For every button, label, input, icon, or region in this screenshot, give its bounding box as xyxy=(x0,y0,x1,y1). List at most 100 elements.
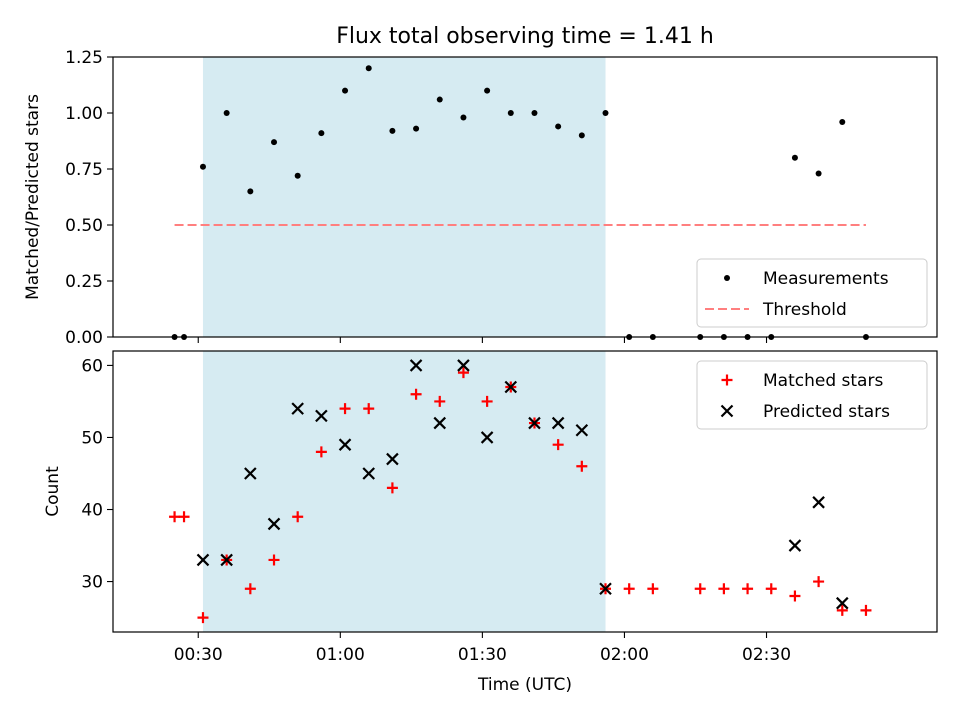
predicted-star-point xyxy=(220,553,233,567)
y-tick-label: 60 xyxy=(81,356,103,376)
matched-star-point xyxy=(765,583,777,595)
predicted-star-point xyxy=(836,596,849,610)
measurement-point xyxy=(223,110,230,116)
predicted-star-point xyxy=(338,438,352,451)
measurement-point xyxy=(578,132,585,139)
matched-star-point xyxy=(836,604,848,616)
y-tick-label: 0.50 xyxy=(65,216,103,236)
measurement-point xyxy=(318,130,325,137)
bottom-panel: 30 40 50 60 00:30 01:00 01:30 02:00 02:30 Count Ti… xyxy=(43,350,938,695)
matched-star-point xyxy=(268,554,280,566)
measurement-point xyxy=(199,163,206,170)
x-tick-label: 02:00 xyxy=(600,645,649,665)
y-tick-label: 40 xyxy=(81,501,103,521)
matched-star-point xyxy=(742,583,754,595)
matched-star-point xyxy=(339,403,351,415)
measurement-point xyxy=(484,87,491,94)
matched-star-point xyxy=(694,583,706,595)
measurement-point xyxy=(365,65,372,72)
matched-star-point xyxy=(813,576,825,588)
y-axis-label: Matched/Predicted stars xyxy=(23,94,43,300)
matched-star-point xyxy=(363,403,375,415)
chart-title: Flux total observing time = 1.41 h xyxy=(336,24,714,49)
predicted-star-point xyxy=(196,553,210,567)
matched-star-point xyxy=(197,612,209,624)
legend-frame xyxy=(696,360,928,430)
y-tick-label: 30 xyxy=(81,573,103,593)
shaded-region xyxy=(202,57,606,337)
predicted-star-point xyxy=(528,416,541,430)
measurement-point xyxy=(791,154,798,161)
measurement-point xyxy=(602,110,609,116)
legend-label: Measurements xyxy=(763,269,889,289)
x-tick-label: 01:30 xyxy=(458,645,507,665)
matched-star-point xyxy=(718,583,730,595)
legend-marker xyxy=(721,374,733,386)
predicted-star-point xyxy=(267,517,281,531)
legend: Matched stars Predicted stars xyxy=(696,360,928,430)
matched-star-point xyxy=(552,439,564,451)
y-tick-label: 1.25 xyxy=(65,48,103,68)
matched-star-point xyxy=(457,367,469,379)
matched-star-point xyxy=(647,583,659,595)
predicted-star-point xyxy=(386,452,399,466)
y-tick-label: 1.00 xyxy=(65,104,103,124)
legend-marker xyxy=(720,404,734,418)
y-tick-label: 0.00 xyxy=(65,328,103,348)
measurement-point xyxy=(436,96,443,103)
predicted-star-point xyxy=(291,402,304,415)
predicted-star-point xyxy=(362,467,376,480)
measurement-point xyxy=(460,114,467,121)
matched-star-point xyxy=(860,604,872,616)
measurement-point xyxy=(294,172,301,179)
measurement-point xyxy=(507,110,514,116)
predicted-star-point xyxy=(812,496,825,509)
matched-star-point xyxy=(292,511,304,523)
matched-star-point xyxy=(244,583,256,595)
legend-label: Predicted stars xyxy=(763,402,890,422)
shaded-region xyxy=(202,351,606,632)
y-axis-label: Count xyxy=(43,466,63,517)
predicted-star-point xyxy=(551,416,565,430)
y-tick-label: 0.75 xyxy=(65,160,103,180)
predicted-star-point xyxy=(575,423,589,437)
matched-star-point xyxy=(315,446,327,458)
matched-star-point xyxy=(178,511,190,523)
axes-frame xyxy=(112,56,938,338)
measurement-point xyxy=(531,110,538,116)
measurement-point xyxy=(815,170,822,177)
axes-frame xyxy=(112,350,938,633)
y-tick-label: 50 xyxy=(81,428,103,448)
measurement-point xyxy=(342,87,349,94)
matched-star-point xyxy=(623,583,635,595)
measurement-point xyxy=(839,118,846,125)
x-tick-label: 01:00 xyxy=(316,645,365,665)
predicted-star-point xyxy=(788,539,802,552)
predicted-star-point xyxy=(244,467,257,480)
predicted-star-point xyxy=(599,582,612,596)
x-axis-label: Time (UTC) xyxy=(477,675,572,695)
predicted-star-point xyxy=(504,380,518,394)
measurement-point xyxy=(389,127,396,134)
measurement-point xyxy=(555,123,562,130)
predicted-star-point xyxy=(457,359,470,372)
matched-star-point xyxy=(576,460,588,472)
legend-label: Matched stars xyxy=(763,371,883,391)
predicted-star-point xyxy=(433,416,447,430)
matched-star-point xyxy=(481,395,493,407)
measurement-point xyxy=(413,125,420,132)
legend-label: Threshold xyxy=(762,300,847,320)
predicted-star-point xyxy=(480,431,494,444)
matched-star-point xyxy=(789,590,801,602)
matched-star-point xyxy=(169,511,181,523)
predicted-star-point xyxy=(409,359,423,372)
y-tick-label: 0.25 xyxy=(65,272,103,292)
matched-star-point xyxy=(434,395,446,407)
top-panel: 0.00 0.25 0.50 0.75 1.00 1.25 Matched/Predicte… xyxy=(23,48,938,348)
x-tick-label: 00:30 xyxy=(174,645,223,665)
matched-star-point xyxy=(386,482,398,494)
measurement-point xyxy=(271,139,278,146)
legend: Measurements Threshold xyxy=(696,258,928,328)
matched-star-point xyxy=(410,388,422,400)
